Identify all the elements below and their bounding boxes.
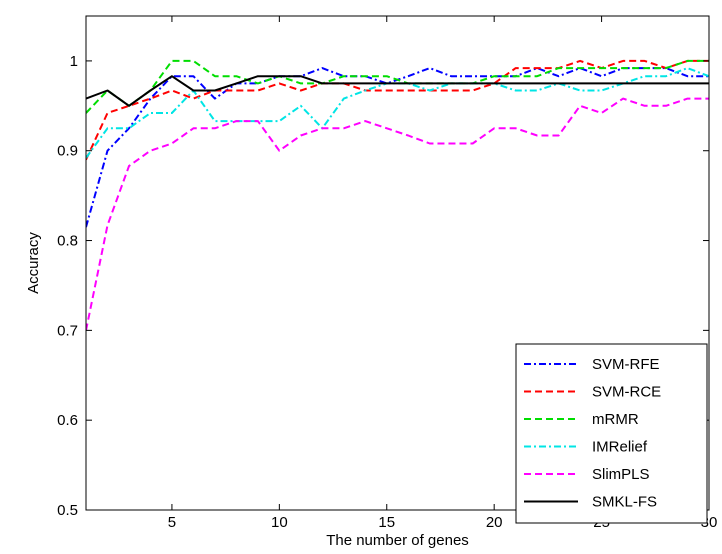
y-tick-label: 1 — [70, 53, 78, 70]
legend-box — [515, 343, 708, 524]
y-tick-label: 0.7 — [57, 322, 78, 339]
x-tick-label: 5 — [168, 514, 176, 531]
x-axis-label: The number of genes — [326, 532, 469, 549]
series-line-slimpls — [86, 97, 709, 331]
plot-frame — [85, 15, 710, 511]
x-tick-label: 10 — [271, 514, 288, 531]
legend-label: SlimPLS — [592, 466, 650, 483]
legend-label: SMKL-FS — [592, 494, 657, 511]
series-line-imrelief — [86, 67, 709, 159]
x-tick-label: 20 — [486, 514, 503, 531]
legend-label: IMRelief — [592, 439, 648, 456]
y-axis-label: Accuracy — [25, 232, 42, 294]
y-tick-label: 0.9 — [57, 143, 78, 160]
series-line-svm-rce — [86, 59, 709, 161]
y-tick-label: 0.6 — [57, 412, 78, 429]
legend-label: SVM-RFE — [592, 356, 660, 373]
y-tick-label: 0.5 — [57, 502, 78, 519]
legend-label: mRMR — [592, 411, 639, 428]
legend-label: SVM-RCE — [592, 384, 661, 401]
y-tick-label: 0.8 — [57, 233, 78, 250]
series-line-smkl-fs — [86, 75, 709, 107]
series-line-mrmr — [86, 59, 709, 114]
x-tick-label: 15 — [378, 514, 395, 531]
legend: SVM-RFE SVM-RCE mRMR IMRelief SlimPLS SMKL-FS — [515, 343, 708, 524]
